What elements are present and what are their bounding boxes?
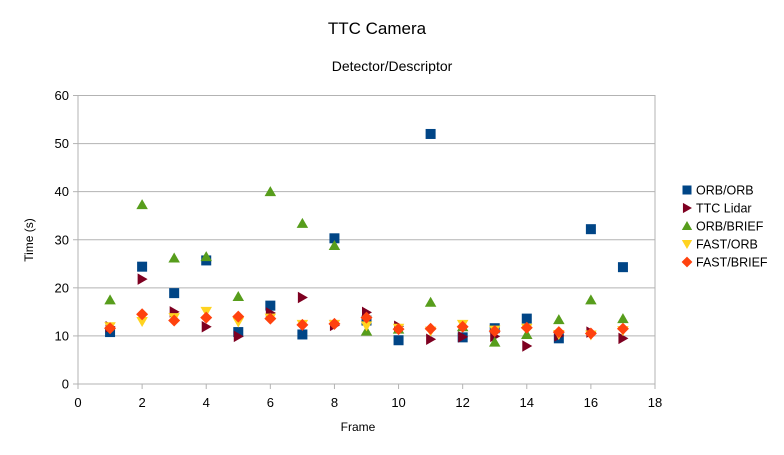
data-point — [168, 252, 180, 263]
x-axis-label: Frame — [341, 420, 376, 434]
data-point — [137, 261, 148, 272]
legend-marker — [681, 221, 693, 231]
y-tick-label: 40 — [55, 184, 69, 199]
data-point — [616, 322, 629, 335]
x-tick-label: 6 — [267, 395, 274, 410]
y-tick-label: 10 — [55, 328, 69, 343]
data-point — [297, 329, 308, 340]
x-tick-label: 8 — [331, 395, 338, 410]
x-tick-label: 18 — [648, 395, 662, 410]
data-points — [104, 128, 629, 352]
data-point — [200, 311, 213, 324]
x-tick-label: 2 — [138, 395, 145, 410]
legend-label: FAST/BRIEF — [696, 256, 768, 270]
data-point — [552, 326, 565, 339]
data-point — [233, 330, 244, 343]
x-tick-label: 10 — [391, 395, 405, 410]
legend: ORB/ORB TTC Lidar ORB/BRIEF FAST/ORB FAST/BR… — [681, 184, 768, 270]
data-point — [264, 186, 277, 197]
data-point — [424, 296, 437, 307]
data-point — [297, 291, 308, 304]
legend-label: FAST/ORB — [696, 238, 758, 252]
y-tick-label: 50 — [55, 136, 69, 151]
legend-marker — [682, 185, 692, 195]
legend-label: TTC Lidar — [696, 202, 752, 216]
data-point — [169, 288, 180, 299]
x-tick-label: 12 — [455, 395, 469, 410]
x-tick-label: 0 — [74, 395, 81, 410]
data-point — [392, 323, 405, 336]
data-point — [488, 325, 501, 338]
data-point — [360, 311, 373, 324]
y-tick-label: 0 — [62, 377, 69, 392]
data-point — [617, 313, 629, 324]
legend-marker — [682, 202, 692, 214]
data-point — [360, 321, 373, 332]
data-point — [296, 318, 309, 331]
data-point — [521, 313, 532, 324]
x-tick-label: 16 — [584, 395, 598, 410]
data-point — [458, 331, 469, 343]
y-tick-label: 60 — [55, 88, 69, 103]
data-point — [168, 314, 181, 327]
grid-lines — [78, 143, 655, 337]
data-point — [201, 321, 212, 333]
data-point — [104, 322, 117, 335]
x-tick-label: 4 — [203, 395, 210, 410]
data-point — [265, 300, 276, 311]
y-axis-ticks: 0 10 20 30 40 50 60 — [55, 88, 78, 392]
data-point — [232, 310, 245, 323]
data-point — [488, 336, 501, 347]
chart-title: TTC Camera — [328, 19, 427, 38]
data-point — [522, 340, 533, 352]
data-point — [393, 335, 404, 346]
data-point — [585, 294, 597, 305]
data-point — [296, 217, 309, 228]
y-axis-label: Time (s) — [22, 218, 36, 262]
data-point — [104, 294, 116, 305]
x-tick-label: 14 — [520, 395, 534, 410]
data-point — [232, 290, 245, 301]
data-point — [617, 262, 628, 273]
data-point — [425, 128, 436, 139]
data-point — [136, 308, 149, 321]
data-point — [328, 317, 341, 330]
data-point — [426, 333, 437, 346]
data-point — [520, 321, 533, 334]
data-point — [584, 327, 597, 340]
legend-marker — [681, 256, 693, 268]
data-point — [618, 332, 629, 345]
data-point — [424, 322, 437, 335]
legend-marker — [681, 239, 693, 249]
data-point — [136, 316, 148, 327]
data-point — [329, 233, 340, 244]
data-point — [136, 199, 148, 210]
chart-subtitle: Detector/Descriptor — [332, 58, 453, 74]
data-point — [233, 327, 244, 338]
data-point — [553, 314, 565, 325]
x-axis-ticks: 0 2 4 6 8 10 12 14 16 18 — [74, 384, 662, 410]
y-tick-label: 30 — [55, 232, 69, 247]
data-point — [137, 273, 148, 285]
data-point — [456, 320, 469, 333]
legend-label: ORB/BRIEF — [696, 220, 764, 234]
data-point — [328, 240, 341, 251]
data-point — [264, 312, 277, 325]
legend-label: ORB/ORB — [696, 184, 754, 198]
data-point — [200, 251, 212, 262]
y-tick-label: 20 — [55, 280, 69, 295]
data-point — [521, 328, 533, 339]
data-point — [585, 224, 596, 235]
